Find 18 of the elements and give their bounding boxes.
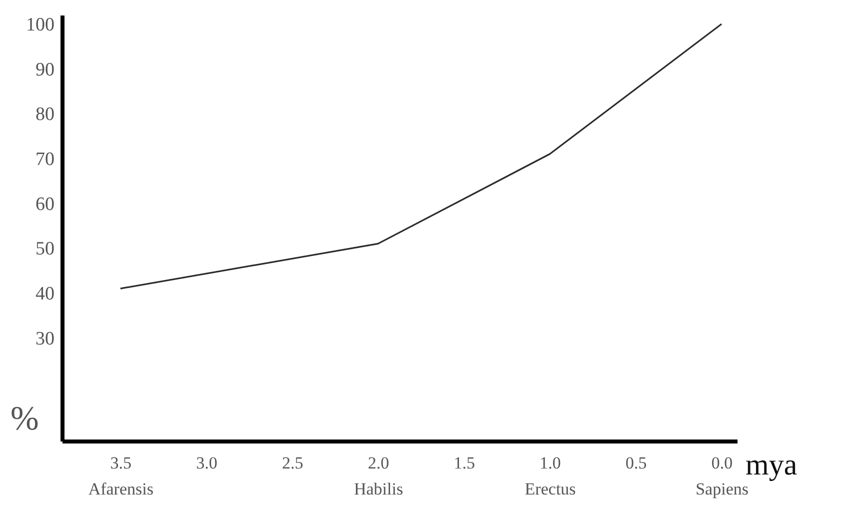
x-tick-label: 2.0 Habilis	[354, 454, 404, 498]
y-axis-title: %	[10, 400, 39, 438]
x-tick-label: 0.5	[626, 454, 647, 472]
y-tick-label: 50	[36, 238, 54, 260]
y-tick-label: 70	[36, 148, 54, 170]
x-tick-label: 1.5	[454, 454, 476, 472]
x-tick-label: 3.0	[196, 454, 218, 472]
y-tick-label: 80	[36, 104, 54, 126]
x-tick-label: 1.0 Erectus	[524, 454, 576, 498]
y-tick-label: 40	[36, 284, 54, 305]
y-tick-label: 100	[26, 14, 54, 36]
y-tick-label: 60	[36, 194, 54, 215]
y-tick-label: 90	[36, 59, 54, 80]
line-series	[120, 23, 722, 290]
x-tick-label: 2.5	[282, 454, 304, 472]
x-axis-title: mya	[746, 448, 798, 482]
y-tick-label: 30	[36, 328, 54, 350]
x-tick-label: 3.5 Afarensis	[88, 454, 154, 498]
